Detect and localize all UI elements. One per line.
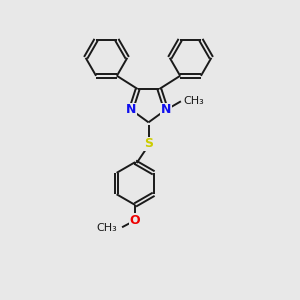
Text: O: O	[130, 214, 140, 227]
Text: N: N	[161, 103, 171, 116]
Text: N: N	[126, 103, 136, 116]
Text: CH₃: CH₃	[97, 223, 117, 233]
Text: CH₃: CH₃	[184, 96, 205, 106]
Text: S: S	[144, 137, 153, 150]
